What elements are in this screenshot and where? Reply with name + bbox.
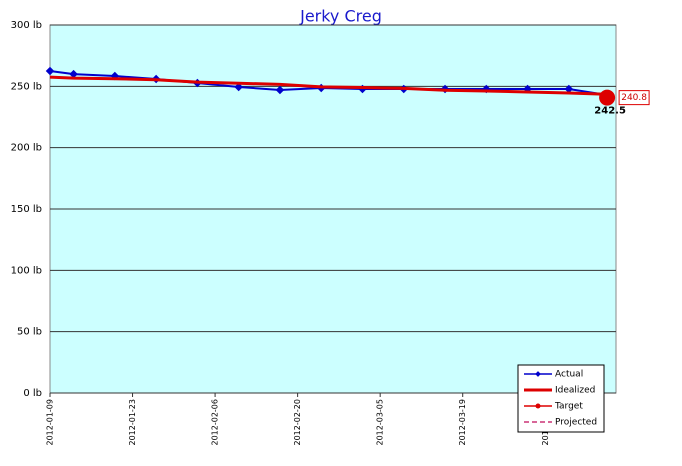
legend-box	[517, 364, 605, 433]
data-point	[234, 82, 243, 92]
data-point	[275, 85, 285, 95]
data-point	[45, 66, 55, 76]
legend-label: Actual	[555, 370, 583, 380]
x-tick-label: 2012-02-20	[293, 399, 302, 446]
legend-label: Projected	[555, 418, 597, 428]
y-tick-label: 150 lb	[11, 204, 42, 215]
x-tick-label: 2012-01-09	[46, 399, 55, 446]
target-label-box	[618, 90, 650, 106]
legend-marker	[535, 371, 541, 377]
legend-marker	[535, 403, 541, 409]
legend-label: Target	[554, 402, 583, 412]
target-point	[599, 89, 616, 106]
x-tick-label: 2012-01-23	[128, 399, 137, 446]
x-tick-label: 2012-02-06	[211, 399, 220, 446]
y-tick-label: 0 lb	[23, 388, 42, 399]
x-tick-label: 2012-03-05	[376, 399, 385, 446]
x-tick-label: 2012-03-19	[458, 399, 467, 446]
chart-title: Jerky Creg	[299, 7, 382, 26]
y-tick-label: 200 lb	[11, 143, 42, 154]
y-tick-label: 300 lb	[11, 20, 42, 31]
end-label: 242.5	[594, 106, 626, 117]
series-line	[49, 75, 611, 96]
y-tick-label: 50 lb	[17, 327, 42, 338]
y-tick-label: 250 lb	[11, 81, 42, 92]
data-point	[69, 69, 78, 79]
legend-label: Idealized	[555, 386, 595, 396]
legend: Actual Idealized Target Projected	[517, 364, 605, 433]
y-tick-label: 100 lb	[11, 265, 42, 276]
target-label: 240.8	[621, 93, 647, 103]
